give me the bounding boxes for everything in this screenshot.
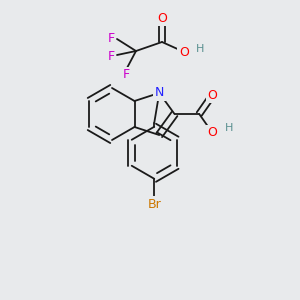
Text: F: F bbox=[122, 68, 130, 82]
Text: F: F bbox=[107, 32, 115, 46]
Text: F: F bbox=[107, 50, 115, 62]
Text: O: O bbox=[179, 46, 189, 59]
Text: H: H bbox=[224, 123, 233, 133]
Text: O: O bbox=[157, 11, 167, 25]
Text: H: H bbox=[196, 44, 204, 54]
Text: O: O bbox=[208, 88, 217, 101]
Text: O: O bbox=[208, 127, 217, 140]
Text: N: N bbox=[154, 86, 164, 100]
Text: Br: Br bbox=[147, 198, 161, 211]
